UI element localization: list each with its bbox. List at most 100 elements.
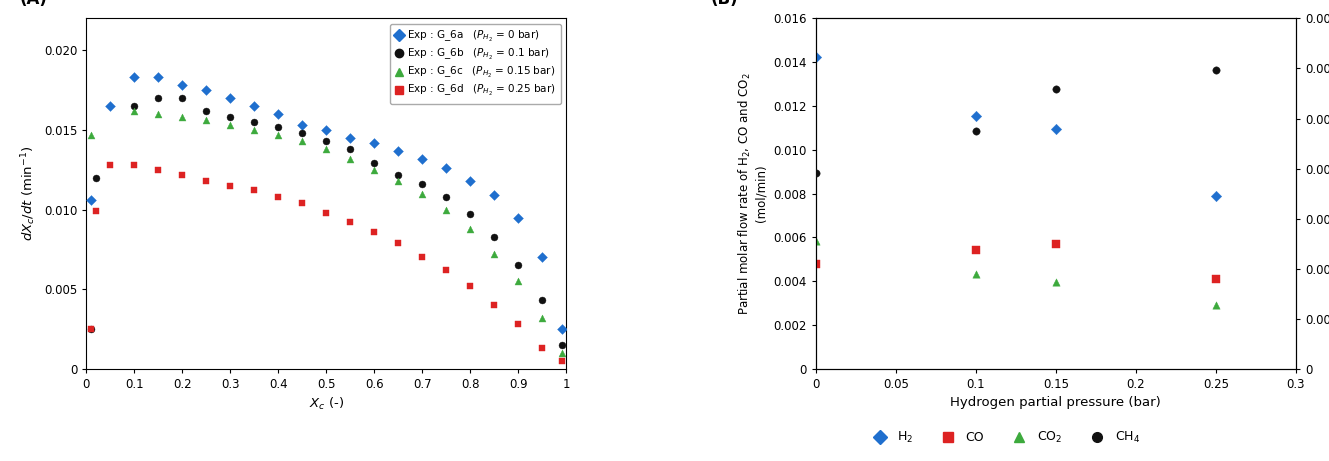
- Point: [388, 177, 409, 184]
- Point: [460, 282, 481, 290]
- Point: [532, 314, 553, 321]
- Point: [340, 219, 361, 226]
- Point: [508, 214, 529, 221]
- Point: [805, 53, 827, 60]
- Point: [508, 320, 529, 328]
- Point: [85, 174, 106, 181]
- Point: [364, 166, 385, 173]
- Point: [436, 165, 457, 172]
- Point: [550, 341, 571, 349]
- Point: [243, 187, 264, 194]
- Point: [412, 180, 433, 188]
- Point: [532, 296, 553, 304]
- Point: [412, 190, 433, 197]
- Point: [171, 113, 193, 121]
- Point: [267, 193, 288, 201]
- Point: [171, 82, 193, 89]
- Point: [1205, 67, 1227, 74]
- Point: [124, 74, 145, 81]
- Point: [148, 95, 169, 102]
- Y-axis label: $dX_c/dt$ (min$^{-1}$): $dX_c/dt$ (min$^{-1}$): [20, 146, 39, 242]
- Point: [965, 271, 986, 278]
- Point: [1045, 240, 1066, 247]
- Point: [243, 102, 264, 110]
- Text: (B): (B): [710, 0, 738, 8]
- Point: [364, 160, 385, 167]
- Point: [388, 239, 409, 247]
- Point: [965, 127, 986, 134]
- Point: [340, 145, 361, 153]
- Point: [1045, 125, 1066, 133]
- Point: [100, 102, 121, 110]
- Point: [412, 155, 433, 162]
- Point: [436, 193, 457, 201]
- Point: [965, 112, 986, 119]
- X-axis label: Hydrogen partial pressure (bar): Hydrogen partial pressure (bar): [950, 396, 1162, 409]
- Point: [195, 117, 217, 124]
- Point: [1205, 301, 1227, 309]
- Point: [85, 207, 106, 215]
- Legend: H$_2$, CO, CO$_2$, CH$_4$: H$_2$, CO, CO$_2$, CH$_4$: [863, 425, 1144, 450]
- Point: [219, 182, 241, 189]
- Point: [388, 171, 409, 178]
- Point: [291, 200, 314, 207]
- Point: [81, 325, 102, 333]
- Point: [436, 266, 457, 274]
- Point: [267, 123, 288, 130]
- Point: [532, 254, 553, 261]
- Point: [508, 261, 529, 269]
- Point: [195, 177, 217, 184]
- Point: [364, 228, 385, 236]
- Point: [340, 155, 361, 162]
- Point: [81, 196, 102, 204]
- Text: (A): (A): [19, 0, 47, 8]
- Point: [148, 166, 169, 173]
- Point: [364, 139, 385, 146]
- Point: [484, 233, 505, 240]
- Point: [412, 254, 433, 261]
- Point: [291, 121, 314, 129]
- Point: [316, 137, 338, 145]
- Point: [805, 237, 827, 244]
- Point: [316, 209, 338, 216]
- Point: [219, 113, 241, 121]
- Point: [316, 126, 338, 134]
- Point: [550, 325, 571, 333]
- Point: [316, 145, 338, 153]
- Point: [460, 211, 481, 218]
- Point: [267, 110, 288, 118]
- Point: [460, 225, 481, 232]
- Point: [805, 260, 827, 268]
- Point: [340, 134, 361, 142]
- Point: [195, 107, 217, 114]
- Point: [291, 137, 314, 145]
- Point: [484, 250, 505, 258]
- Point: [1045, 278, 1066, 285]
- Point: [81, 131, 102, 138]
- Point: [124, 107, 145, 114]
- Legend: Exp : G_6a   ($P_{H_2}$ = 0 bar), Exp : G_6b   ($P_{H_2}$ = 0.1 bar), Exp : G_6c: Exp : G_6a ($P_{H_2}$ = 0 bar), Exp : G_…: [389, 24, 561, 104]
- Point: [195, 86, 217, 94]
- Point: [484, 191, 505, 199]
- Point: [81, 325, 102, 333]
- Point: [1205, 192, 1227, 200]
- Point: [148, 74, 169, 81]
- Point: [436, 206, 457, 213]
- Point: [124, 161, 145, 169]
- Point: [291, 130, 314, 137]
- Point: [171, 95, 193, 102]
- Point: [124, 102, 145, 110]
- Point: [388, 147, 409, 154]
- Point: [1205, 275, 1227, 282]
- Point: [1045, 85, 1066, 92]
- Point: [267, 131, 288, 138]
- Point: [965, 247, 986, 254]
- Point: [508, 278, 529, 285]
- Point: [219, 121, 241, 129]
- Point: [550, 357, 571, 365]
- Point: [243, 118, 264, 126]
- Point: [171, 171, 193, 178]
- Point: [243, 126, 264, 134]
- Point: [550, 349, 571, 356]
- Point: [532, 344, 553, 352]
